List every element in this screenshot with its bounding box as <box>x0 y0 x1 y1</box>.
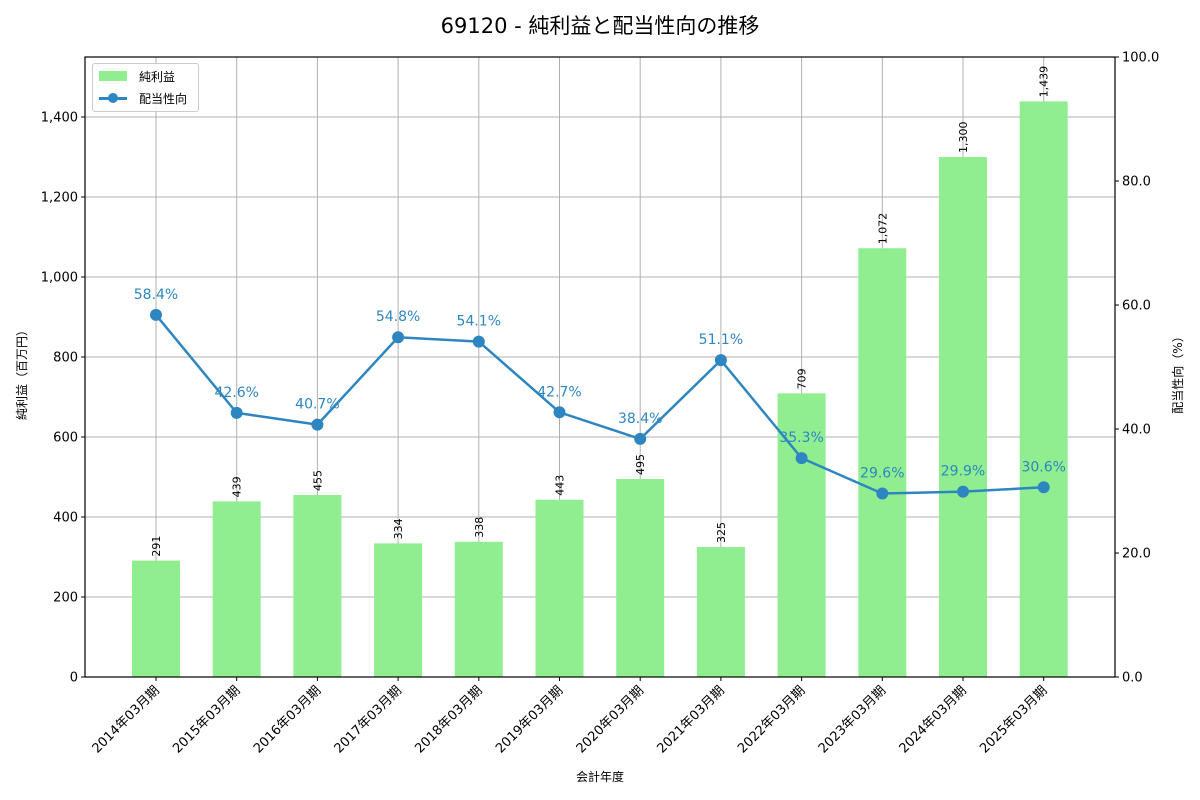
payout-ratio-line <box>155 314 1044 495</box>
bar-value-label: 455 <box>311 470 324 491</box>
x-tick-label: 2014年03月期 <box>90 683 163 756</box>
line-marker <box>392 331 405 344</box>
line-value-label: 58.4% <box>134 287 178 303</box>
line-marker <box>634 432 647 445</box>
bar <box>535 499 584 677</box>
bar <box>293 495 342 677</box>
left-tick-label: 1,400 <box>41 111 78 126</box>
line-value-label: 29.9% <box>941 464 985 480</box>
line-marker <box>876 487 889 500</box>
line-series <box>150 308 1050 500</box>
line-marker <box>553 406 566 419</box>
bar-value-labels: 291 439 455 334 338 443 495 325 709 1,072 1,300 1,4… <box>150 66 1051 557</box>
left-tick-label: 400 <box>53 511 78 526</box>
line-marker <box>311 418 324 431</box>
line-marker <box>714 354 727 367</box>
legend-item-bar: 純利益 <box>99 67 175 85</box>
x-tick-label: 2020年03月期 <box>574 683 647 756</box>
right-tick-label: 100.0 <box>1122 51 1159 66</box>
bar-value-label: 709 <box>796 368 809 389</box>
legend-item-line: 配当性向 <box>99 89 187 107</box>
bar <box>132 560 180 677</box>
bar <box>212 501 261 677</box>
bar-value-label: 338 <box>473 517 486 538</box>
x-tick-label: 2018年03月期 <box>412 683 485 756</box>
right-tick-label: 0.0 <box>1122 671 1143 686</box>
left-tick-label: 600 <box>53 431 78 446</box>
left-tick-label: 1,000 <box>41 271 78 286</box>
bar-value-label: 291 <box>150 536 163 557</box>
line-marker-icon <box>99 92 127 104</box>
x-tick-label: 2022年03月期 <box>735 683 808 756</box>
line-marker <box>795 452 808 465</box>
line-marker <box>1037 481 1050 494</box>
bar-value-label: 1,072 <box>876 213 889 245</box>
x-axis: 2014年03月期 2015年03月期 2016年03月期 2017年03月期 2018… <box>90 677 1051 757</box>
x-tick-label: 2023年03月期 <box>816 683 889 756</box>
bar <box>374 543 423 677</box>
bar-value-label: 334 <box>392 518 405 539</box>
left-tick-label: 0 <box>70 671 78 686</box>
left-tick-label: 200 <box>53 591 78 606</box>
line-value-label: 30.6% <box>1021 459 1065 475</box>
bar-series <box>132 101 1068 677</box>
x-tick-label: 2021年03月期 <box>654 683 727 756</box>
bar-value-label: 1,439 <box>1038 66 1051 98</box>
line-marker <box>150 308 162 321</box>
bar <box>454 541 503 677</box>
x-tick-label: 2019年03月期 <box>493 683 566 756</box>
bar-value-label: 443 <box>554 475 567 496</box>
line-value-label: 29.6% <box>860 465 904 481</box>
legend: 純利益 配当性向 <box>92 63 199 112</box>
legend-bar-label: 純利益 <box>139 69 176 84</box>
legend-line-label: 配当性向 <box>139 91 188 106</box>
line-value-label: 42.6% <box>214 385 258 401</box>
line-marker <box>957 485 969 498</box>
line-value-label: 54.1% <box>457 314 501 330</box>
x-tick-label: 2016年03月期 <box>251 683 324 756</box>
y-axis-label-right: 配当性向（%） <box>1170 330 1185 413</box>
x-tick-label: 2017年03月期 <box>332 683 405 756</box>
plot-frame <box>84 56 1116 678</box>
bar <box>616 479 665 677</box>
x-tick-label: 2015年03月期 <box>170 683 243 756</box>
x-tick-label: 2024年03月期 <box>897 683 970 756</box>
right-tick-label: 80.0 <box>1122 175 1151 190</box>
left-y-axis: 0 200 400 600 800 1,000 1,200 1,400 <box>41 111 85 686</box>
bar <box>858 248 907 677</box>
bar <box>1019 101 1068 677</box>
right-tick-label: 60.0 <box>1122 299 1151 314</box>
line-value-labels: 58.4% 42.6% 40.7% 54.8% 54.1% 42.7% 38.4% 51.1%… <box>134 287 1066 482</box>
x-tick-label: 2025年03月期 <box>977 683 1050 756</box>
right-tick-label: 40.0 <box>1122 423 1151 438</box>
line-marker <box>472 335 485 348</box>
bar-swatch-icon <box>99 71 127 81</box>
left-tick-label: 800 <box>53 351 78 366</box>
line-value-label: 54.8% <box>376 309 420 325</box>
bar-value-label: 1,300 <box>957 122 970 154</box>
bar <box>696 547 745 677</box>
x-axis-label: 会計年度 <box>576 769 624 784</box>
bar-value-label: 325 <box>715 522 728 543</box>
line-value-label: 38.4% <box>618 411 662 427</box>
chart-title: 69120 - 純利益と配当性向の推移 <box>440 14 760 38</box>
left-tick-label: 1,200 <box>41 191 78 206</box>
right-tick-label: 20.0 <box>1122 547 1151 562</box>
bar-value-label: 495 <box>634 454 647 475</box>
bar <box>939 157 987 677</box>
y-axis-label-left: 純利益（百万円） <box>15 324 29 420</box>
line-value-label: 51.1% <box>699 332 743 348</box>
right-y-axis: 0.0 20.0 40.0 60.0 80.0 100.0 <box>1115 51 1159 686</box>
bar-value-label: 439 <box>231 476 244 497</box>
line-value-label: 40.7% <box>295 397 339 413</box>
line-value-label: 42.7% <box>537 384 581 400</box>
line-value-label: 35.3% <box>779 430 823 446</box>
line-marker <box>230 406 243 419</box>
